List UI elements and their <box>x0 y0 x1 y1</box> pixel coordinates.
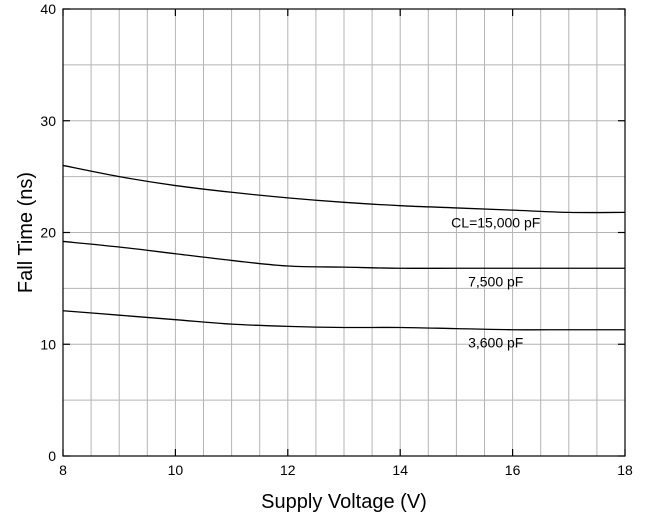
grid <box>63 9 625 456</box>
x-tick-label: 8 <box>59 462 67 478</box>
series-line-1 <box>62 240 625 269</box>
x-tick-label: 10 <box>168 462 184 478</box>
y-tick-label: 0 <box>48 448 56 464</box>
series-label-2: 3,600 pF <box>468 334 523 350</box>
x-tick-label: 12 <box>280 462 296 478</box>
series-line-0 <box>62 164 626 214</box>
tick-labels: 8 10 12 14 16 18 0 10 20 30 40 <box>40 1 633 478</box>
series-lines <box>62 164 626 331</box>
y-tick-label: 20 <box>40 225 56 241</box>
series-label-0: CL=15,000 pF <box>451 214 540 230</box>
x-tick-label: 14 <box>392 462 408 478</box>
y-tick-label: 10 <box>40 336 56 352</box>
y-axis-title: Fall Time (ns) <box>15 172 37 293</box>
series-line-2 <box>62 310 625 331</box>
series-label-1: 7,500 pF <box>468 273 523 289</box>
axis-ticks <box>62 8 626 457</box>
x-tick-label: 16 <box>505 462 521 478</box>
y-tick-label: 30 <box>40 113 56 129</box>
series-labels: CL=15,000 pF 7,500 pF 3,600 pF <box>451 214 540 350</box>
y-tick-label: 40 <box>40 1 56 17</box>
x-tick-label: 18 <box>617 462 633 478</box>
x-axis-title: Supply Voltage (V) <box>261 491 427 513</box>
